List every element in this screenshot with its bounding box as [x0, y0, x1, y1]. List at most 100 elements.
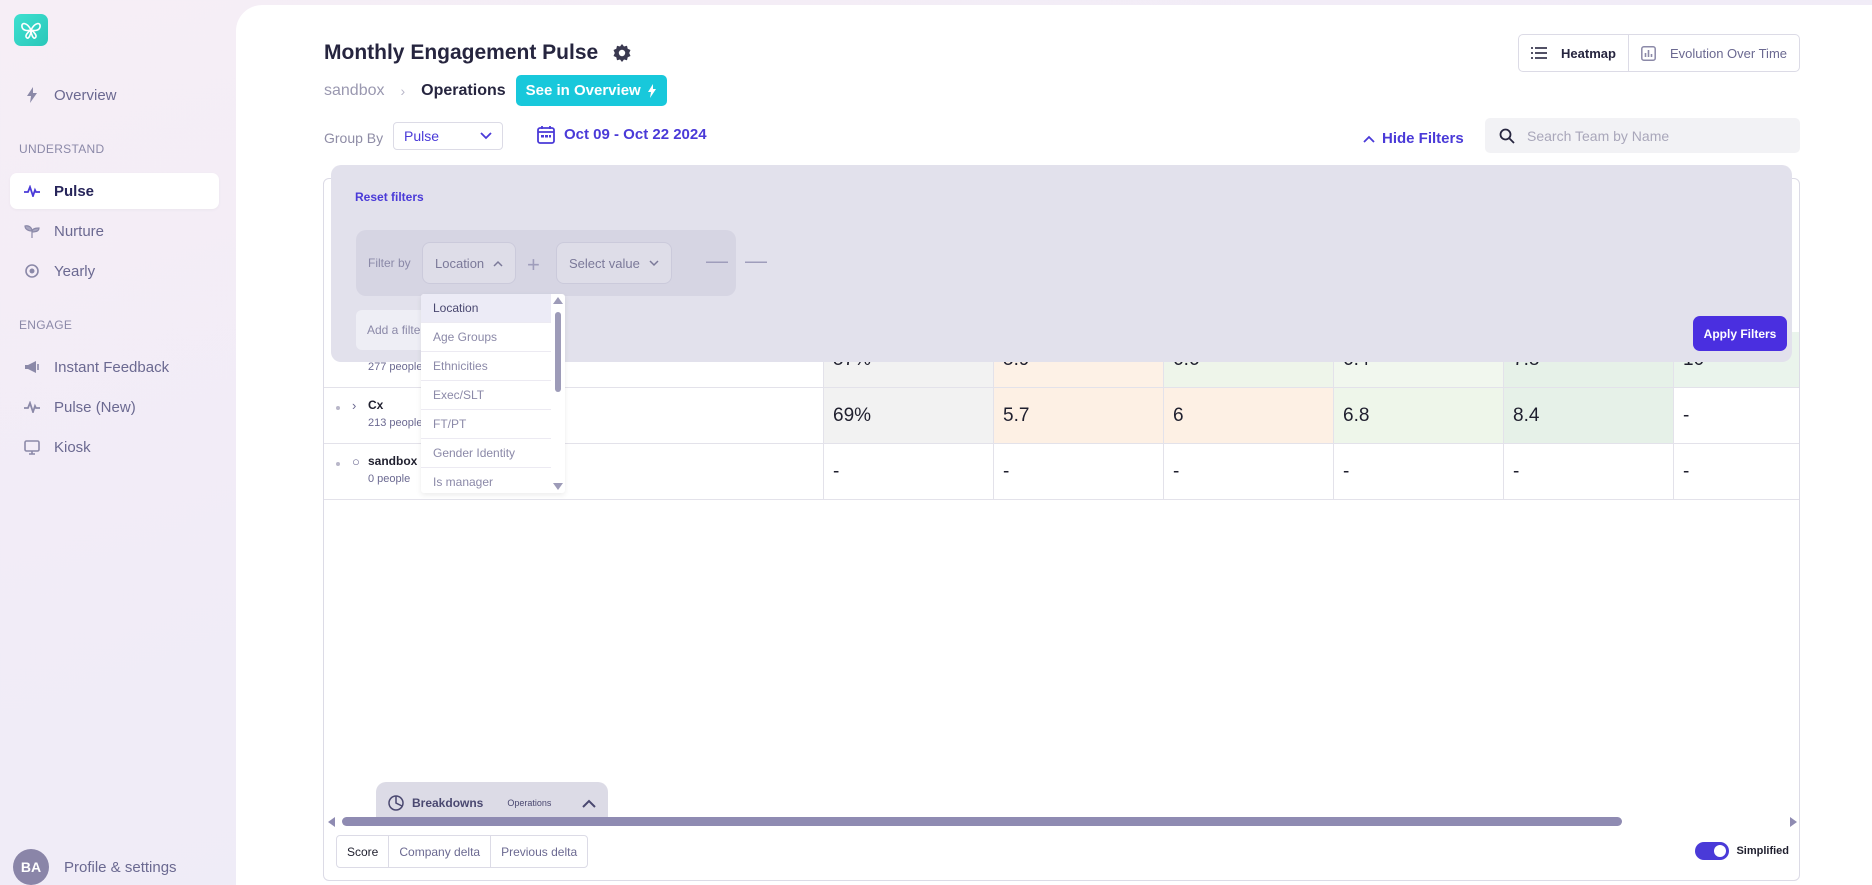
filter-field-select[interactable]: Location [422, 242, 516, 284]
dropdown-option[interactable]: Ethnicities [421, 352, 551, 381]
sidebar-item-nurture[interactable]: Nurture [10, 213, 219, 249]
sidebar-item-yearly[interactable]: Yearly [10, 253, 219, 289]
sidebar-item-label: Instant Feedback [54, 358, 170, 376]
sidebar: Overview UNDERSTAND Pulse Nurture Yearly… [0, 0, 236, 885]
remove-value-icon[interactable]: — [706, 248, 728, 273]
remove-filter-icon[interactable]: — [745, 248, 767, 273]
profile-settings[interactable]: BA Profile & settings [13, 849, 177, 885]
team-name[interactable]: sandbox - [368, 454, 425, 468]
score-cell[interactable]: 69% [823, 388, 993, 443]
bar-chart-icon [1641, 45, 1656, 61]
simplified-toggle[interactable] [1695, 842, 1730, 860]
chevron-down-icon [480, 132, 492, 140]
search-icon [1499, 128, 1515, 144]
sidebar-item-pulse-new[interactable]: Pulse (New) [10, 389, 219, 425]
score-cell[interactable]: - [1503, 444, 1673, 499]
chevron-right-icon: › [400, 82, 406, 99]
metric-tabs: Score Company delta Previous delta [336, 835, 589, 868]
simplified-toggle-row: Simplified [1695, 842, 1789, 860]
filter-row: Filter by Location + Select value — [356, 230, 736, 296]
scrollbar-thumb[interactable] [342, 817, 1622, 826]
breadcrumb: sandbox › Operations See in Overview [324, 75, 667, 106]
group-by-label: Group By [324, 130, 384, 146]
bullet-icon [336, 406, 340, 410]
score-cell[interactable]: - [1163, 444, 1333, 499]
score-cell[interactable]: 5.7 [993, 388, 1163, 443]
arrow-down-icon [553, 483, 563, 490]
filter-field-dropdown: Location Age Groups Ethnicities Exec/SLT FT/… [421, 294, 565, 493]
breadcrumb-root[interactable]: sandbox [324, 81, 385, 99]
evolution-view-button[interactable]: Evolution Over Time [1627, 35, 1799, 71]
tab-company-delta[interactable]: Company delta [388, 836, 490, 867]
dropdown-option[interactable]: Gender Identity [421, 439, 551, 468]
evolution-label: Evolution Over Time [1669, 45, 1787, 61]
group-by-select[interactable]: Pulse [393, 122, 503, 150]
sidebar-item-overview[interactable]: Overview [10, 77, 219, 113]
heatmap-view-button[interactable]: Heatmap [1519, 35, 1628, 71]
horizontal-scrollbar[interactable] [324, 812, 1799, 828]
score-cell[interactable]: - [1333, 444, 1503, 499]
avatar: BA [13, 849, 49, 885]
dropdown-option[interactable]: Location [421, 294, 551, 323]
chevron-right-icon[interactable]: › [352, 398, 357, 413]
chevron-down-icon [649, 259, 659, 266]
score-cell[interactable]: 6.8 [1333, 388, 1503, 443]
section-understand: UNDERSTAND [19, 142, 105, 156]
tab-score[interactable]: Score [347, 844, 379, 859]
breakdowns-sub: Operations [507, 798, 552, 808]
arrow-up-icon [553, 297, 563, 304]
tab-previous-delta[interactable]: Previous delta [490, 836, 587, 867]
plus-icon[interactable]: + [527, 252, 540, 277]
list-icon [1531, 47, 1548, 59]
dropdown-option[interactable]: Age Groups [421, 323, 551, 352]
heatmap-label: Heatmap [1561, 45, 1616, 61]
sidebar-item-label: Nurture [54, 222, 105, 240]
team-people-count: 277 people [368, 361, 423, 373]
search-input[interactable]: Search Team by Name [1485, 118, 1800, 153]
score-cell[interactable]: - [993, 444, 1163, 499]
view-toggle: Heatmap Evolution Over Time [1518, 34, 1800, 72]
dropdown-option[interactable]: FT/PT [421, 410, 551, 439]
dropdown-option[interactable]: Is manager [421, 468, 551, 493]
team-people-count: 0 people [368, 473, 411, 485]
table-row[interactable]: ○ sandbox - 0 people - - - - - - [324, 444, 1799, 500]
group-by-value: Pulse [404, 128, 440, 144]
section-engage: ENGAGE [19, 318, 73, 332]
score-cell[interactable]: - [1673, 444, 1799, 499]
score-cell[interactable]: 8.4 [1503, 388, 1673, 443]
cycle-icon [24, 263, 40, 279]
apply-filters-button[interactable]: Apply Filters [1693, 316, 1787, 351]
team-name[interactable]: Cx [368, 398, 384, 412]
see-in-overview-button[interactable]: See in Overview [515, 75, 667, 106]
sidebar-item-pulse[interactable]: Pulse [10, 173, 219, 209]
calendar-icon [537, 126, 555, 144]
circle-icon[interactable]: ○ [352, 454, 360, 469]
sidebar-item-instant-feedback[interactable]: Instant Feedback [10, 349, 219, 385]
score-cell[interactable]: 6 [1163, 388, 1333, 443]
score-cell[interactable]: - [823, 444, 993, 499]
pulse-icon [24, 399, 40, 415]
score-cell[interactable]: - [1673, 388, 1799, 443]
sidebar-item-label: Overview [54, 86, 117, 104]
team-people-count: 213 people [368, 417, 423, 429]
gear-icon[interactable] [612, 43, 632, 63]
dropdown-option[interactable]: Exec/SLT [421, 381, 551, 410]
date-range-picker[interactable]: Oct 09 - Oct 22 2024 [537, 125, 707, 144]
dropdown-scrollbar[interactable] [553, 294, 563, 493]
sidebar-item-label: Pulse [54, 182, 95, 200]
see-in-overview-label: See in Overview [525, 82, 641, 99]
sidebar-item-label: Pulse (New) [54, 398, 136, 416]
table-row[interactable]: › Cx 213 people 69% 5.7 6 6.8 8.4- [324, 388, 1799, 444]
reset-filters-link[interactable]: Reset filters [355, 190, 424, 204]
filter-value-select[interactable]: Select value [556, 242, 672, 284]
lightning-icon [647, 83, 656, 98]
dropdown-scrollbar-thumb[interactable] [555, 312, 561, 392]
filter-value-placeholder: Select value [569, 255, 640, 271]
app-logo[interactable] [14, 14, 48, 46]
megaphone-icon [24, 359, 40, 375]
date-range-text: Oct 09 - Oct 22 2024 [564, 126, 707, 143]
pulse-icon [24, 183, 40, 199]
sidebar-item-kiosk[interactable]: Kiosk [10, 429, 219, 465]
page-title: Monthly Engagement Pulse [324, 41, 599, 64]
hide-filters-button[interactable]: Hide Filters [1363, 130, 1464, 147]
